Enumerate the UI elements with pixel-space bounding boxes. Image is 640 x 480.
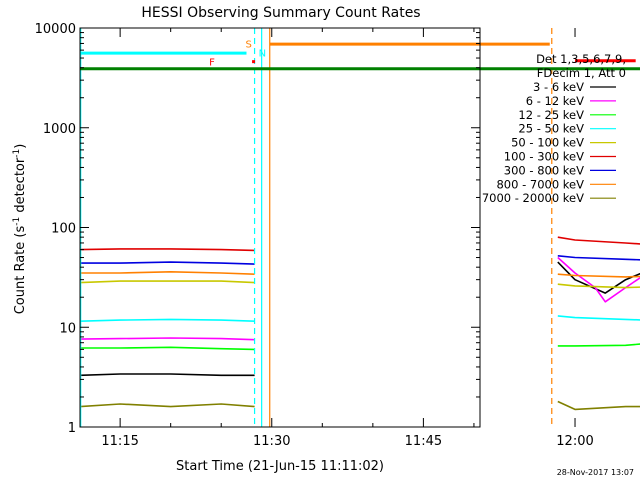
plot-frame (79, 27, 481, 428)
x-tick-label: 11:30 (253, 434, 290, 449)
y-tick-label: 1000 (43, 122, 76, 137)
y-tick-label: 10 (59, 321, 76, 336)
series-line (557, 256, 640, 303)
series-line (80, 261, 255, 265)
series-line (557, 315, 640, 321)
legend-label: 12 - 25 keV (518, 108, 584, 122)
legend-header-detectors: Det 1,3,5,6,7,9, (536, 52, 626, 66)
series-line (557, 400, 640, 411)
series-line (80, 403, 255, 408)
series-line (557, 283, 640, 289)
legend-label: 6 - 12 keV (526, 94, 584, 108)
flag-dot (252, 60, 256, 64)
x-tick-label: 11:15 (101, 434, 138, 449)
legend-header-decimation: FDecim 1, Att 0 (537, 66, 626, 80)
x-tick-label: 11:45 (405, 434, 442, 449)
footer-date: 28-Nov-2017 13:07 (557, 468, 634, 477)
y-axis-label: Count Rate (s-1 detector-1) (12, 144, 28, 315)
flag-label: N (259, 48, 266, 59)
y-axis-label-part: ) (13, 144, 28, 149)
legend-label: 50 - 100 keV (511, 136, 584, 150)
series-line (557, 261, 640, 294)
legend-label: 100 - 300 keV (504, 150, 584, 164)
y-axis: 1 10 100 1000 10000 (35, 22, 480, 436)
legend-label: 300 - 800 keV (504, 163, 584, 177)
flag-label: F (209, 58, 215, 69)
series-line (80, 280, 255, 284)
y-tick-label: 1 (68, 421, 76, 436)
x-axis-label: Start Time (21-Jun-15 11:11:02) (176, 459, 384, 474)
series-line (80, 270, 255, 275)
series-line (80, 248, 255, 252)
chart-title: HESSI Observing Summary Count Rates (141, 5, 420, 21)
series-line (557, 255, 640, 261)
y-axis-label-part: detector (13, 157, 28, 217)
y-axis-label-part: Count Rate (s (13, 226, 28, 315)
plot-area: SNFRD0RD6 (80, 28, 640, 427)
legend: Det 1,3,5,6,7,9, FDecim 1, Att 0 3 - 6 k… (482, 52, 626, 205)
series-line (80, 346, 255, 351)
legend-label: 25 - 50 keV (518, 122, 584, 136)
x-tick-label: 12:00 (556, 434, 593, 449)
series-line (557, 236, 640, 245)
legend-label: 3 - 6 keV (533, 80, 584, 94)
series-line (80, 373, 255, 377)
series-line (80, 318, 255, 322)
series-line (557, 273, 640, 278)
y-tick-label: 10000 (35, 22, 76, 37)
legend-label: 7000 - 20000 keV (482, 191, 584, 205)
series-line (80, 337, 255, 341)
flag-label: S (245, 39, 251, 50)
y-tick-label: 100 (51, 222, 76, 237)
y-axis-label-sup: -1 (12, 217, 22, 226)
legend-label: 800 - 7000 keV (496, 177, 584, 191)
y-axis-label-sup: -1 (12, 149, 22, 158)
